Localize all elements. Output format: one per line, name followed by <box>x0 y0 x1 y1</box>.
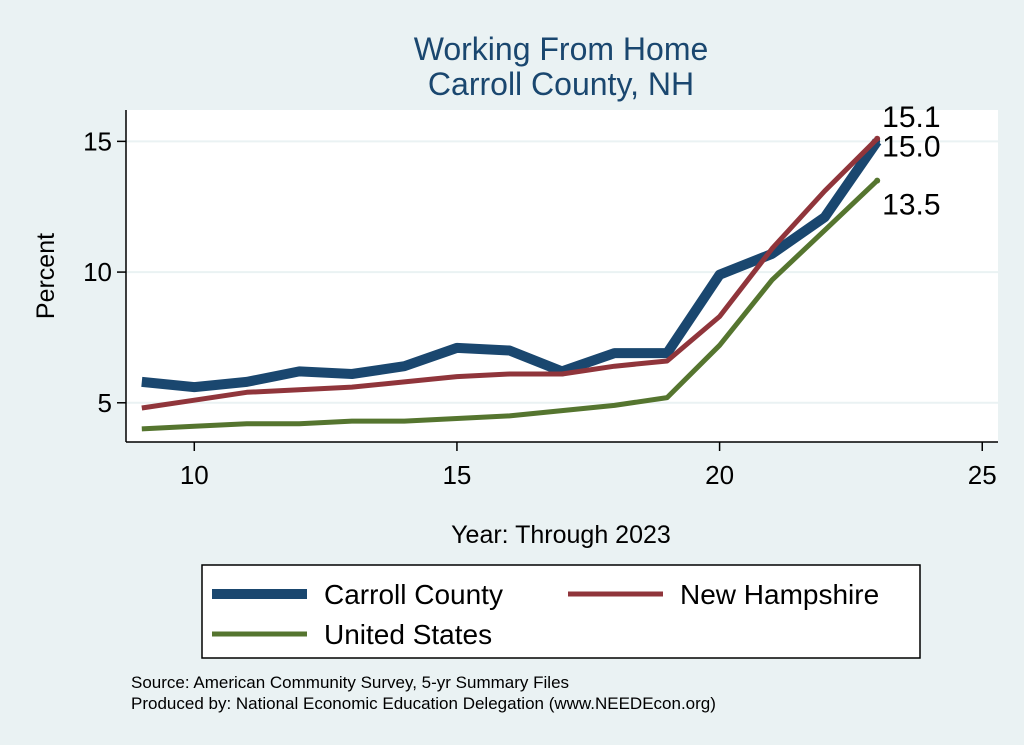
series-line-united-states <box>141 178 879 432</box>
y-tick-label-10: 10 <box>83 257 112 287</box>
series-line-new-hampshire <box>141 137 879 411</box>
legend-label-new-hampshire: New Hampshire <box>680 579 879 610</box>
chart-title-line-2: Carroll County, NH <box>428 66 694 102</box>
legend-label-carroll-county: Carroll County <box>324 579 503 610</box>
x-tick-label-15: 15 <box>442 460 471 490</box>
legend-label-united-states: United States <box>324 619 492 650</box>
legend-items: Carroll County New Hampshire United States <box>212 579 879 650</box>
end-point-united-states <box>874 177 881 184</box>
end-value-labels: 15.015.1 13.5 <box>882 101 940 222</box>
grid-lines <box>126 140 998 404</box>
producer-line: Produced by: National Economic Education… <box>131 694 716 713</box>
end-label-united-states: 13.5 <box>882 189 940 222</box>
legend <box>201 564 921 659</box>
x-tick-label-20: 20 <box>705 460 734 490</box>
y-tick-label-15: 15 <box>83 126 112 156</box>
x-tick-label-10: 10 <box>180 460 209 490</box>
y-axis-ticks: 5 10 15 <box>83 126 126 418</box>
x-tick-label-25: 25 <box>968 460 997 490</box>
series-line-carroll-county <box>141 138 882 393</box>
series-lines <box>141 135 882 432</box>
end-label-new-hampshire: 15.1 <box>882 101 940 134</box>
y-tick-label-5: 5 <box>98 388 112 418</box>
end-point-new-hampshire <box>874 135 881 142</box>
y-axis-title: Percent <box>32 233 60 319</box>
x-axis-title: Year: Through 2023 <box>451 521 671 549</box>
end-label-carroll-county: 15.0 <box>882 130 940 163</box>
source-line: Source: American Community Survey, 5-yr … <box>131 673 569 692</box>
x-axis-ticks: 10 15 20 25 <box>180 442 997 490</box>
chart-title-line-1: Working From Home <box>414 31 709 67</box>
